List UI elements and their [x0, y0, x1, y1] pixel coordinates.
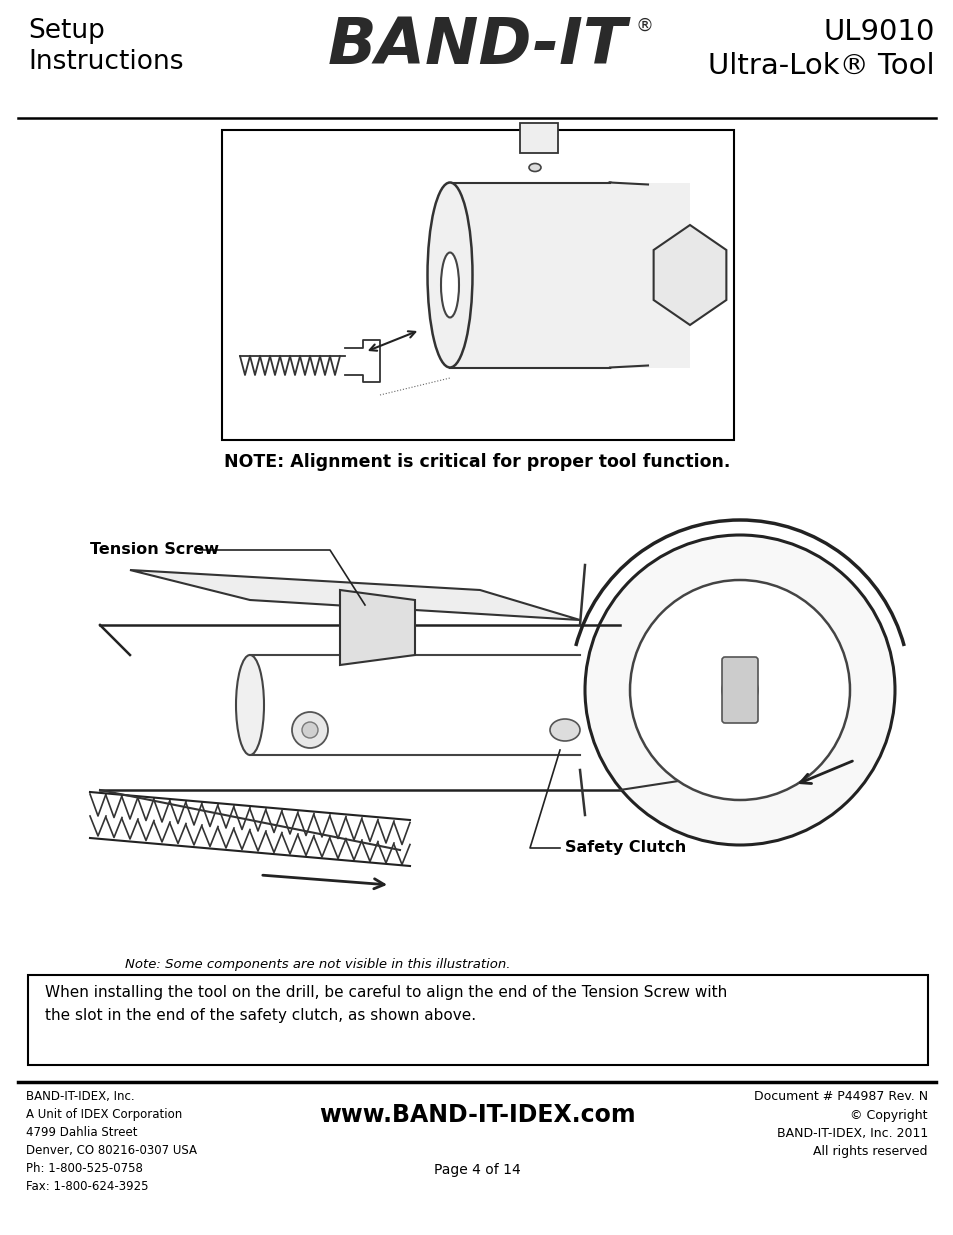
Text: Tension Screw: Tension Screw: [90, 542, 219, 557]
Ellipse shape: [550, 719, 579, 741]
Text: NOTE: Alignment is critical for proper tool function.: NOTE: Alignment is critical for proper t…: [224, 453, 729, 471]
Text: Note: Some components are not visible in this illustration.: Note: Some components are not visible in…: [125, 958, 510, 971]
Text: Document # P44987 Rev. N
© Copyright
BAND-IT-IDEX, Inc. 2011
All rights reserved: Document # P44987 Rev. N © Copyright BAN…: [753, 1091, 927, 1158]
Circle shape: [629, 580, 849, 800]
Text: BAND-IT-IDEX, Inc.
A Unit of IDEX Corporation
4799 Dahlia Street
Denver, CO 8021: BAND-IT-IDEX, Inc. A Unit of IDEX Corpor…: [26, 1091, 196, 1193]
Ellipse shape: [589, 183, 629, 368]
Text: UL9010: UL9010: [822, 19, 934, 46]
Text: www.BAND-IT-IDEX.com: www.BAND-IT-IDEX.com: [318, 1103, 635, 1128]
Circle shape: [302, 722, 317, 739]
Text: ®: ®: [636, 17, 654, 35]
Ellipse shape: [440, 252, 458, 317]
Ellipse shape: [529, 163, 540, 172]
Text: BAND-IT: BAND-IT: [327, 15, 626, 77]
Bar: [28, 974, 927, 1065]
Polygon shape: [130, 571, 579, 620]
Circle shape: [584, 535, 894, 845]
Text: Page 4 of 14: Page 4 of 14: [434, 1163, 519, 1177]
Polygon shape: [653, 225, 725, 325]
Circle shape: [292, 713, 328, 748]
Bar: [450, 183, 689, 368]
Circle shape: [721, 672, 758, 708]
Ellipse shape: [235, 655, 264, 755]
Ellipse shape: [427, 183, 472, 368]
Bar: [222, 130, 733, 440]
Bar: [519, 122, 558, 152]
FancyBboxPatch shape: [721, 657, 758, 722]
Text: Safety Clutch: Safety Clutch: [564, 840, 685, 855]
Text: Ultra-Lok® Tool: Ultra-Lok® Tool: [708, 52, 934, 80]
Polygon shape: [339, 590, 415, 664]
Text: When installing the tool on the drill, be careful to align the end of the Tensio: When installing the tool on the drill, b…: [45, 986, 726, 1024]
Text: Setup
Instructions: Setup Instructions: [28, 19, 183, 75]
